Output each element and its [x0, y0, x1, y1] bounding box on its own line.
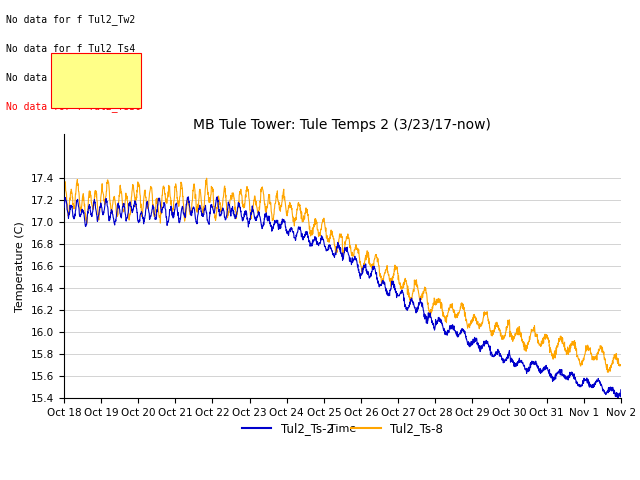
- Tul2_Ts-8: [617, 362, 625, 368]
- Tul2_Ts-2: [499, 356, 506, 361]
- Text: No data for f Tul2_Ts4: No data for f Tul2_Ts4: [6, 43, 136, 54]
- Tul2_Ts-2: [331, 250, 339, 256]
- Tul2_Ts-8: [499, 333, 506, 338]
- Tul2_Ts-2: [60, 204, 68, 210]
- X-axis label: Time: Time: [329, 424, 356, 433]
- Tul2_Ts-2: [316, 240, 324, 246]
- Tul2_Ts-8: [60, 187, 68, 193]
- Tul2_Ts-2: [601, 389, 609, 395]
- Tul2_Ts-8: [316, 233, 324, 239]
- Tul2_Ts-8: [601, 355, 609, 361]
- Tul2_Ts-2: [601, 390, 609, 396]
- Tul2_Ts-2: [617, 387, 625, 393]
- Tul2_Ts-2: [614, 396, 622, 401]
- Tul2_Ts-8: [601, 357, 609, 363]
- Y-axis label: Temperature (C): Temperature (C): [15, 221, 26, 312]
- Tul2_Ts-2: [184, 194, 192, 200]
- Line: Tul2_Ts-2: Tul2_Ts-2: [64, 197, 621, 398]
- Text: No data for f Tul2_Ts16: No data for f Tul2_Ts16: [6, 72, 141, 83]
- Text: No data for f Tul2_Ts30: No data for f Tul2_Ts30: [6, 101, 141, 112]
- Tul2_Ts-2: [88, 209, 96, 215]
- Tul2_Ts-8: [331, 244, 339, 250]
- Line: Tul2_Ts-8: Tul2_Ts-8: [64, 178, 621, 372]
- Tul2_Ts-8: [203, 175, 211, 181]
- Tul2_Ts-8: [605, 369, 612, 375]
- Tul2_Ts-8: [88, 204, 96, 210]
- Title: MB Tule Tower: Tule Temps 2 (3/23/17-now): MB Tule Tower: Tule Temps 2 (3/23/17-now…: [193, 118, 492, 132]
- Text: No data for f Tul2_Tw2: No data for f Tul2_Tw2: [6, 14, 136, 25]
- Legend: Tul2_Ts-2, Tul2_Ts-8: Tul2_Ts-2, Tul2_Ts-8: [237, 418, 448, 440]
